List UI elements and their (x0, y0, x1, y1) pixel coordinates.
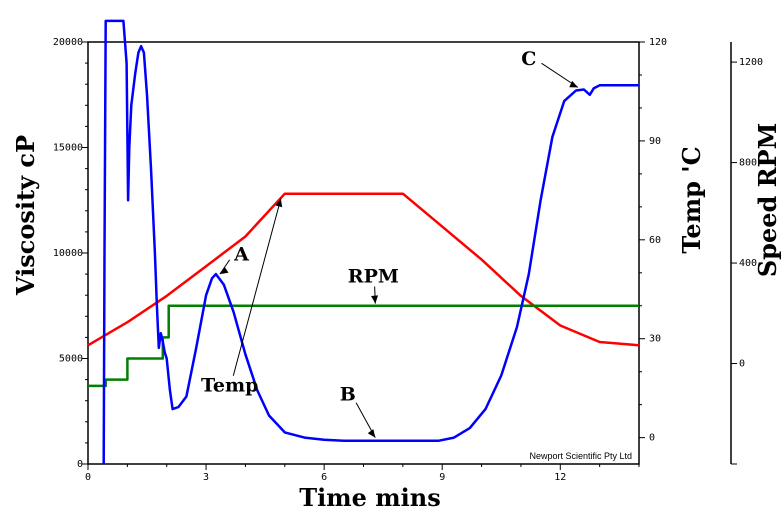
viscosity-axis-title: Viscosity cP (11, 135, 40, 296)
temp-tick-label: 0 (649, 433, 655, 444)
x-axis-title: Time mins (299, 483, 440, 511)
series-viscosity-line (102, 19, 639, 465)
annotation-arrowhead (367, 429, 376, 438)
temp-axis-title: Temp 'C (677, 146, 706, 253)
x-tick-label: 3 (203, 472, 209, 483)
annotation-arrow (232, 198, 282, 376)
annotation-arrowhead (371, 295, 379, 304)
annotation-a: A (233, 243, 249, 265)
viscosity-tick-label: 0 (77, 459, 83, 470)
speed-tick-label: 800 (739, 158, 757, 169)
annotation-temp: Temp (201, 374, 258, 396)
annotation-rpm: RPM (348, 266, 399, 288)
temp-tick-label: 120 (649, 37, 667, 48)
viscosity-tick-label: 5000 (59, 354, 83, 365)
annotation-arrowhead (569, 80, 578, 88)
annotation-c: C (521, 48, 536, 70)
viscosity-tick-label: 15000 (53, 143, 83, 154)
temp-tick-label: 60 (649, 235, 661, 246)
temp-tick-label: 90 (649, 136, 661, 147)
x-tick-label: 0 (85, 472, 91, 483)
annotation-arrowhead (219, 266, 229, 275)
x-tick-label: 6 (321, 472, 327, 483)
annotation-arrowhead (275, 198, 283, 208)
viscosity-tick-label: 20000 (53, 37, 83, 48)
series-temp-line (87, 192, 640, 347)
x-tick-label: 12 (554, 472, 566, 483)
annotation-b: B (340, 384, 356, 406)
viscosity-tick-label: 10000 (53, 248, 83, 259)
series-rpm-line (88, 304, 639, 388)
temp-tick-label: 30 (649, 334, 661, 345)
speed-tick-label: 400 (739, 258, 757, 269)
credit-text: Newport Scientific Pty Ltd (529, 451, 632, 461)
x-tick-label: 9 (439, 472, 445, 483)
speed-tick-label: 0 (739, 359, 745, 370)
speed-axis-title: Speed RPM (753, 123, 782, 277)
speed-tick-label: 1200 (739, 57, 763, 68)
